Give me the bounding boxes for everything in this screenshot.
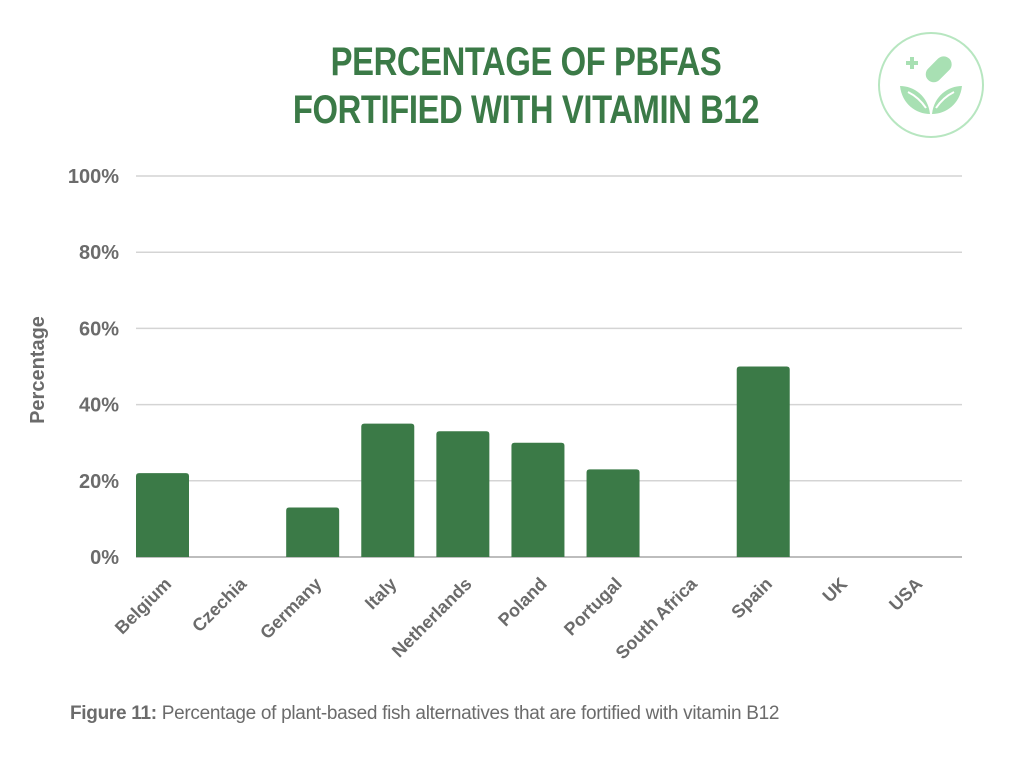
bar-belgium [136, 473, 189, 557]
x-tick-label: Italy [361, 574, 401, 614]
caption-text: Percentage of plant-based fish alternati… [156, 703, 780, 724]
bar-poland [511, 442, 565, 557]
caption-label: Figure 11: [70, 703, 157, 724]
bar-chart: 0% 20% 40% 60% 80% 100% Belgium Czechia Germany… [27, 166, 962, 663]
y-tick-label: 40% [79, 395, 119, 417]
bar-netherlands [436, 431, 490, 557]
x-tick-label: Belgium [111, 574, 175, 638]
bar-portugal [586, 469, 640, 557]
x-tick-label: South Africa [612, 573, 702, 663]
x-tick-label: Portugal [560, 574, 626, 640]
y-tick-label: 20% [79, 471, 119, 493]
y-tick-label: 100% [68, 166, 119, 188]
x-tick-label: UK [819, 574, 852, 607]
x-tick-label: Czechia [188, 573, 251, 636]
y-tick-label: 0% [90, 547, 119, 569]
chart-title-line-1: PERCENTAGE OF PBFAS [330, 40, 722, 84]
bar-italy [361, 423, 415, 557]
figure-caption: Figure 11: Percentage of plant-based fis… [70, 703, 779, 725]
x-tick-label: Poland [494, 574, 551, 631]
plant-capsule-icon [878, 32, 984, 138]
x-tick-label: Germany [256, 574, 325, 643]
x-tick-label: Spain [727, 574, 776, 623]
x-tick-label: USA [885, 574, 926, 615]
y-tick-label: 60% [79, 318, 119, 340]
y-axis-label: Percentage [27, 316, 49, 424]
bar-spain [736, 366, 790, 557]
y-tick-label: 80% [79, 242, 119, 264]
x-tick-label: Netherlands [388, 574, 476, 662]
chart-title-line-2: FORTIFIED WITH VITAMIN B12 [292, 88, 760, 132]
chart-title: PERCENTAGE OF PBFAS FORTIFIED WITH VITAM… [95, 38, 958, 134]
bar-germany [286, 507, 340, 557]
